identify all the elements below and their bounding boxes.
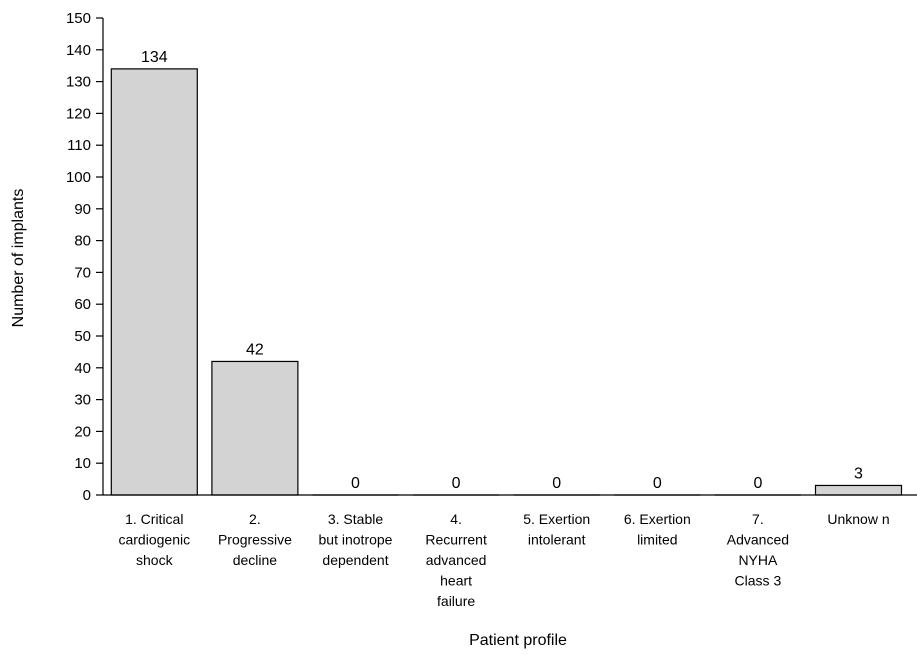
x-tick-label: 1. Critical cardiogenic shock <box>118 511 190 568</box>
x-axis: 1. Critical cardiogenic shock 2. Progressive… <box>103 494 917 609</box>
x-tick-label: 7. Advanced NYHA Class 3 <box>727 511 789 589</box>
data-label: 0 <box>753 475 762 492</box>
data-label: 0 <box>351 475 360 492</box>
x-axis-title: Patient profile <box>469 632 567 649</box>
x-tick-label: Unknow n <box>827 511 889 527</box>
x-tick-label: 4. Recurrent advanced heart failure <box>425 511 487 609</box>
data-label: 0 <box>452 475 461 492</box>
x-tick-label: 6. Exertion limited <box>624 511 691 548</box>
y-tick-label: 30 <box>74 392 91 409</box>
bar <box>211 360 299 496</box>
data-label: 0 <box>552 475 561 492</box>
y-tick-label: 20 <box>74 423 91 440</box>
y-tick-label: 50 <box>74 328 91 345</box>
y-tick-label: 0 <box>83 487 91 504</box>
y-axis-title: Number of implants <box>10 189 27 328</box>
y-tick-label: 90 <box>74 201 91 218</box>
x-tick-label: 2. Progressive decline <box>218 511 292 568</box>
y-tick-label: 70 <box>74 264 91 281</box>
data-label: 42 <box>246 341 264 358</box>
x-tick-label: 3. Stable but inotrope dependent <box>319 511 393 568</box>
data-label: 134 <box>141 49 168 66</box>
bars <box>110 68 903 496</box>
x-tick-label: 5. Exertion intolerant <box>523 511 590 548</box>
y-tick-label: 100 <box>66 169 91 186</box>
y-tick-label: 130 <box>66 74 91 91</box>
y-tick-label: 10 <box>74 455 91 472</box>
bar <box>110 68 198 496</box>
y-tick-label: 140 <box>66 42 91 59</box>
y-tick-label: 80 <box>74 233 91 250</box>
bar <box>814 484 903 496</box>
y-tick-label: 110 <box>67 137 91 154</box>
data-label: 0 <box>653 475 662 492</box>
y-tick-label: 60 <box>74 296 91 313</box>
y-tick-label: 40 <box>74 360 91 377</box>
y-axis: 0 10 20 30 40 50 60 70 80 90 100 110 120 130 140 150 <box>66 10 104 504</box>
data-label: 3 <box>854 465 863 482</box>
data-labels: 134 42 0 0 0 0 0 3 <box>141 49 863 492</box>
y-tick-label: 120 <box>66 105 91 122</box>
y-tick-label: 150 <box>66 10 91 27</box>
